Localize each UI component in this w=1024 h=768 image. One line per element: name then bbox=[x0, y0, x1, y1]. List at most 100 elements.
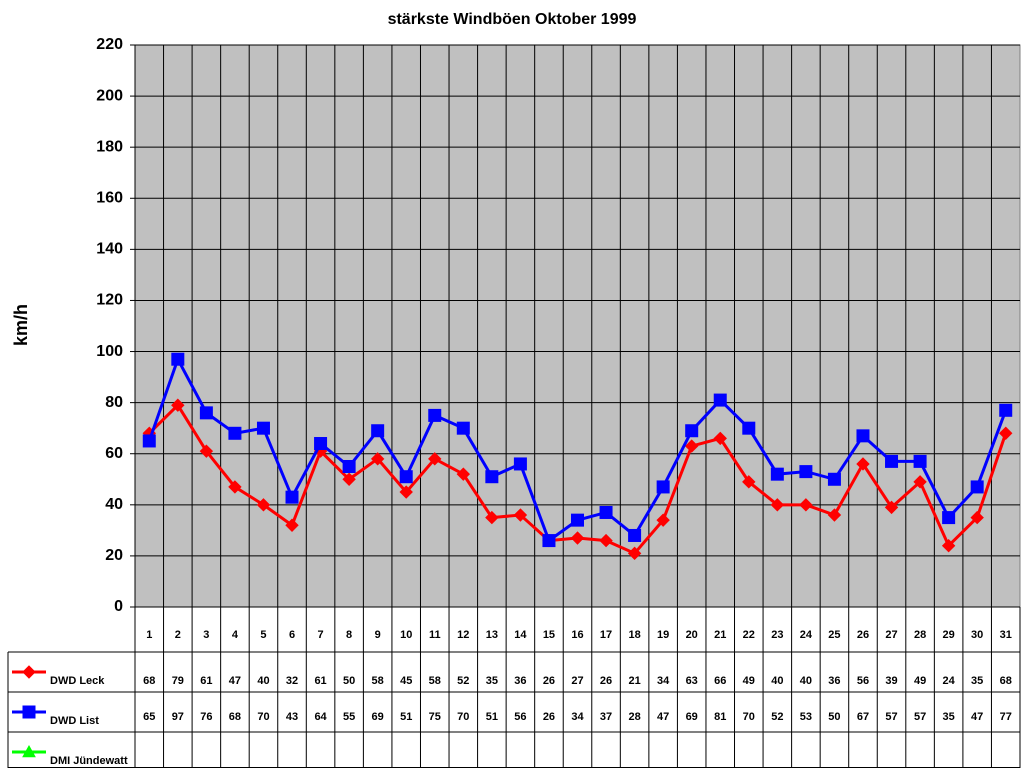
marker bbox=[628, 528, 642, 542]
table-value: 40 bbox=[800, 675, 812, 687]
marker bbox=[742, 475, 756, 489]
marker bbox=[371, 424, 385, 438]
marker bbox=[970, 510, 984, 525]
marker bbox=[428, 452, 442, 466]
marker bbox=[142, 434, 156, 448]
table-value: 79 bbox=[172, 675, 184, 687]
marker bbox=[999, 403, 1013, 417]
y-tick-label: 220 bbox=[96, 36, 123, 53]
x-tick-label: 30 bbox=[971, 629, 983, 641]
table-value: 49 bbox=[914, 675, 926, 687]
x-tick-label: 3 bbox=[203, 629, 209, 641]
x-tick-label: 14 bbox=[514, 629, 527, 641]
table-value: 49 bbox=[743, 675, 755, 687]
table-value: 28 bbox=[628, 711, 640, 723]
table-value: 26 bbox=[600, 675, 612, 687]
marker bbox=[970, 480, 984, 494]
table-value: 70 bbox=[743, 711, 755, 723]
y-tick-label: 140 bbox=[96, 241, 123, 258]
x-tick-label: 27 bbox=[885, 629, 897, 641]
marker bbox=[627, 546, 642, 561]
marker bbox=[513, 508, 528, 522]
table-value: 58 bbox=[372, 675, 384, 687]
table-value: 50 bbox=[828, 711, 840, 723]
marker bbox=[770, 498, 785, 512]
x-tick-label: 24 bbox=[800, 629, 813, 641]
table-value: 55 bbox=[343, 711, 355, 723]
marker bbox=[913, 475, 927, 489]
table-value: 65 bbox=[143, 711, 155, 723]
marker bbox=[370, 452, 385, 466]
marker bbox=[770, 467, 784, 481]
table-value: 76 bbox=[200, 711, 212, 723]
table-value: 66 bbox=[714, 675, 726, 687]
x-tick-label: 2 bbox=[175, 629, 181, 641]
marker bbox=[399, 485, 413, 499]
marker bbox=[485, 510, 499, 525]
x-tick-label: 6 bbox=[289, 629, 295, 641]
table-value: 35 bbox=[943, 711, 955, 723]
x-tick-label: 7 bbox=[318, 629, 324, 641]
table-value: 26 bbox=[543, 675, 555, 687]
x-tick-label: 21 bbox=[714, 629, 726, 641]
x-tick-label: 1 bbox=[146, 629, 152, 641]
marker bbox=[228, 480, 242, 494]
x-tick-label: 15 bbox=[543, 629, 555, 641]
x-tick-label: 29 bbox=[943, 629, 955, 641]
table-value: 70 bbox=[457, 711, 469, 723]
x-tick-label: 18 bbox=[628, 629, 640, 641]
table-value: 56 bbox=[857, 675, 869, 687]
marker bbox=[342, 472, 356, 486]
y-tick-label: 180 bbox=[96, 138, 123, 155]
table-value: 51 bbox=[486, 711, 498, 723]
x-tick-label: 8 bbox=[346, 629, 352, 641]
marker bbox=[314, 437, 328, 451]
marker bbox=[22, 744, 36, 758]
legend-label: DWD List bbox=[50, 715, 99, 727]
table-value: 39 bbox=[885, 675, 897, 687]
y-tick-label: 120 bbox=[96, 292, 123, 309]
marker bbox=[456, 421, 470, 435]
table-value: 35 bbox=[971, 675, 983, 687]
x-tick-label: 22 bbox=[743, 629, 755, 641]
chart-title: stärkste Windböen Oktober 1999 bbox=[388, 11, 637, 28]
table-value: 34 bbox=[657, 675, 670, 687]
table-value: 45 bbox=[400, 675, 412, 687]
table-value: 36 bbox=[828, 675, 840, 687]
table-value: 32 bbox=[286, 675, 298, 687]
table-value: 61 bbox=[314, 675, 326, 687]
marker bbox=[913, 454, 927, 468]
x-tick-label: 13 bbox=[486, 629, 498, 641]
table-value: 21 bbox=[628, 675, 640, 687]
marker bbox=[885, 454, 899, 468]
table-value: 24 bbox=[943, 675, 956, 687]
table-value: 47 bbox=[657, 711, 669, 723]
table-value: 43 bbox=[286, 711, 298, 723]
table-value: 64 bbox=[314, 711, 327, 723]
marker bbox=[22, 705, 36, 719]
marker bbox=[256, 421, 270, 435]
marker bbox=[856, 429, 870, 443]
table-value: 47 bbox=[971, 711, 983, 723]
table-value: 50 bbox=[343, 675, 355, 687]
x-tick-label: 16 bbox=[571, 629, 583, 641]
y-tick-label: 80 bbox=[105, 394, 123, 411]
table-value: 77 bbox=[1000, 711, 1012, 723]
table-value: 58 bbox=[429, 675, 441, 687]
table-value: 34 bbox=[571, 711, 584, 723]
marker bbox=[941, 538, 956, 553]
legend-label: DMI Jündewatt bbox=[50, 755, 128, 767]
marker bbox=[570, 531, 585, 545]
marker bbox=[199, 406, 213, 420]
table-value: 97 bbox=[172, 711, 184, 723]
marker bbox=[713, 431, 727, 446]
plot-area bbox=[134, 44, 1021, 608]
marker bbox=[713, 393, 727, 407]
x-tick-label: 10 bbox=[400, 629, 412, 641]
marker bbox=[542, 534, 556, 548]
marker bbox=[285, 490, 299, 504]
marker bbox=[513, 457, 527, 471]
table-value: 61 bbox=[200, 675, 212, 687]
table-value: 51 bbox=[400, 711, 412, 723]
